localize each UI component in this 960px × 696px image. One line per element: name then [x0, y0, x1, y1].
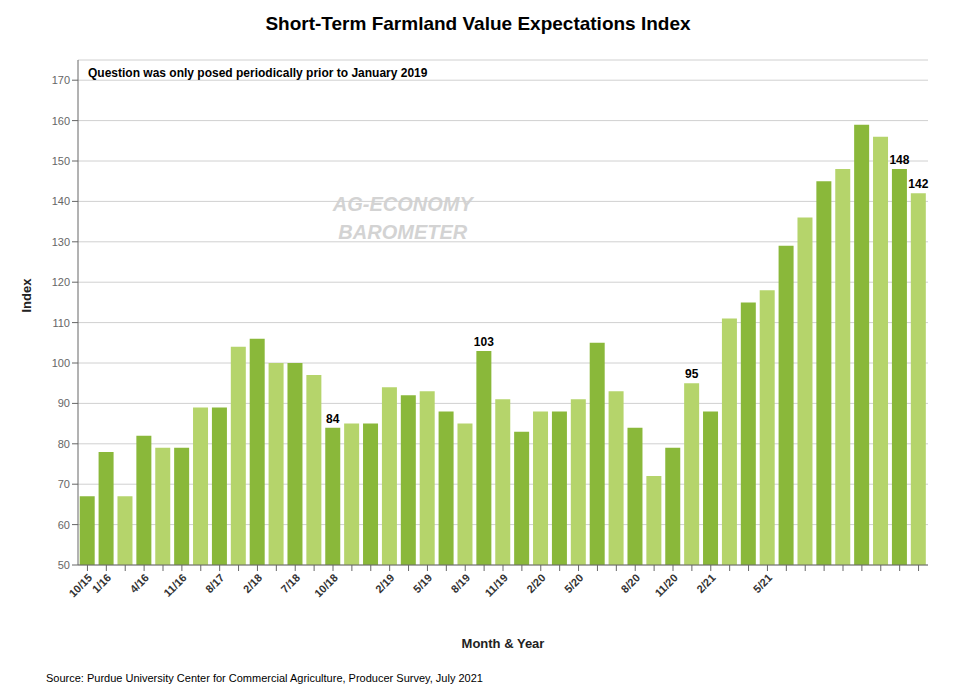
- html-text:BAROMETER: BAROMETER: [338, 221, 468, 243]
- svg-text:8/19: 8/19: [449, 571, 473, 595]
- svg-text:5/21: 5/21: [751, 571, 775, 595]
- svg-text:8/20: 8/20: [619, 571, 643, 595]
- svg-text:1/16: 1/16: [90, 571, 114, 595]
- svg-text:80: 80: [58, 438, 70, 450]
- html-text:AG-ECONOMY: AG-ECONOMY: [332, 193, 473, 215]
- svg-text:50: 50: [58, 559, 70, 571]
- svg-text:Index: Index: [19, 278, 34, 313]
- svg-text:11/16: 11/16: [161, 571, 189, 599]
- html-text:Question was only posed period: Question was only posed periodically pri…: [88, 66, 428, 80]
- svg-text:95: 95: [685, 367, 699, 381]
- svg-text:84: 84: [326, 412, 340, 426]
- html-text:Short-Term Farmland Value Expe: Short-Term Farmland Value Expectations I…: [265, 13, 691, 34]
- svg-text:148: 148: [889, 153, 909, 167]
- svg-text:4/16: 4/16: [127, 571, 151, 595]
- svg-text:2/19: 2/19: [373, 571, 397, 595]
- svg-text:Month & Year: Month & Year: [462, 636, 545, 651]
- svg-text:170: 170: [52, 74, 70, 86]
- svg-text:2/18: 2/18: [241, 571, 265, 595]
- svg-text:7/18: 7/18: [279, 571, 303, 595]
- svg-text:150: 150: [52, 155, 70, 167]
- svg-text:60: 60: [58, 519, 70, 531]
- svg-text:100: 100: [52, 357, 70, 369]
- html-text:Source: Purdue University Cent: Source: Purdue University Center for Com…: [46, 672, 483, 684]
- svg-text:2/21: 2/21: [694, 571, 718, 595]
- svg-text:130: 130: [52, 236, 70, 248]
- svg-text:160: 160: [52, 115, 70, 127]
- svg-text:5/19: 5/19: [411, 571, 435, 595]
- svg-text:140: 140: [52, 195, 70, 207]
- svg-text:120: 120: [52, 276, 70, 288]
- svg-text:8/17: 8/17: [203, 571, 227, 595]
- svg-text:10/18: 10/18: [312, 571, 340, 599]
- svg-text:70: 70: [58, 478, 70, 490]
- svg-text:11/20: 11/20: [652, 571, 680, 599]
- svg-text:103: 103: [474, 335, 494, 349]
- svg-text:2/20: 2/20: [524, 571, 548, 595]
- svg-text:10/15: 10/15: [66, 571, 95, 600]
- svg-text:11/19: 11/19: [482, 571, 510, 599]
- svg-text:5/20: 5/20: [562, 571, 586, 595]
- svg-text:90: 90: [58, 397, 70, 409]
- svg-text:110: 110: [52, 317, 70, 329]
- svg-text:142: 142: [908, 177, 928, 191]
